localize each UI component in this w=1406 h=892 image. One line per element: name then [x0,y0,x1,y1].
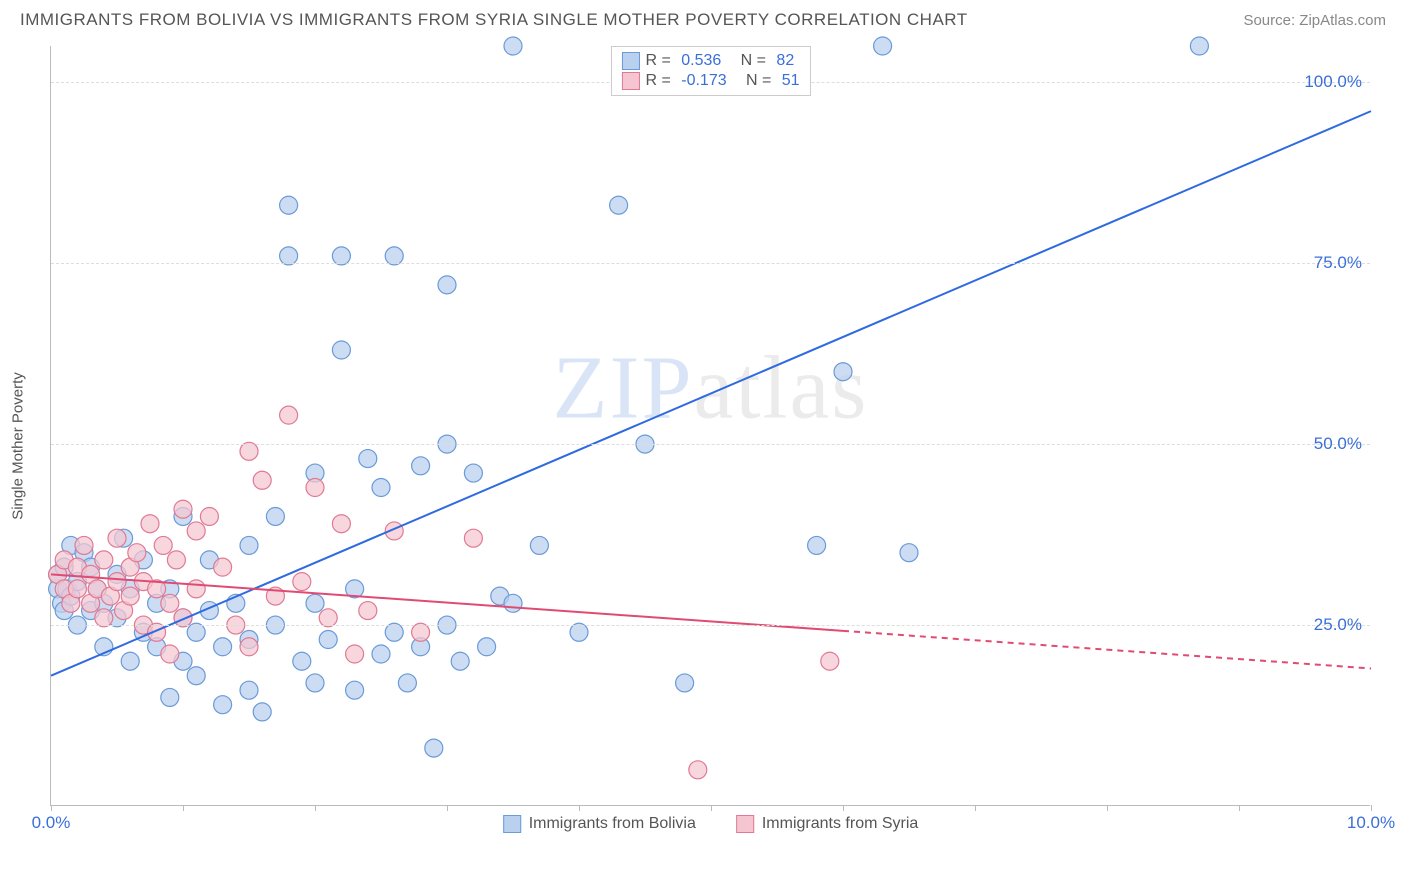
trend-line-dashed [843,631,1371,669]
legend-swatch [736,815,754,833]
n-label: N = [727,52,770,70]
y-tick-label: 50.0% [1314,434,1362,454]
gridline [51,263,1370,264]
gridline [51,444,1370,445]
gridline [51,625,1370,626]
x-tick [51,805,52,811]
series-name: Immigrants from Syria [762,815,918,833]
x-tick [711,805,712,811]
x-tick [1239,805,1240,811]
r-value: -0.173 [681,72,726,90]
n-value: 51 [782,72,800,90]
y-tick-label: 75.0% [1314,253,1362,273]
trend-layer [51,46,1370,805]
trend-line [51,111,1371,676]
x-tick [1371,805,1372,811]
n-label: N = [733,72,776,90]
y-tick-label: 100.0% [1304,72,1362,92]
series-legend-item: Immigrants from Syria [736,815,918,833]
y-axis-label: Single Mother Poverty [10,372,27,520]
series-legend: Immigrants from Bolivia Immigrants from S… [503,815,919,833]
x-tick [975,805,976,811]
x-tick [315,805,316,811]
x-tick [1107,805,1108,811]
r-label: R = [645,52,675,70]
x-tick-label: 0.0% [32,813,71,833]
legend-swatch [621,72,639,90]
legend-swatch [621,52,639,70]
x-tick [447,805,448,811]
x-tick-label: 10.0% [1347,813,1395,833]
chart-container: Single Mother Poverty ZIPatlas R = 0.536… [0,36,1406,856]
series-name: Immigrants from Bolivia [529,815,696,833]
stats-legend-row: R = 0.536 N = 82 [621,51,799,71]
n-value: 82 [776,52,794,70]
y-tick-label: 25.0% [1314,615,1362,635]
r-value: 0.536 [681,52,721,70]
x-tick [183,805,184,811]
r-label: R = [645,72,675,90]
stats-legend: R = 0.536 N = 82R = -0.173 N = 51 [610,46,810,96]
series-legend-item: Immigrants from Bolivia [503,815,696,833]
legend-swatch [503,815,521,833]
chart-title: IMMIGRANTS FROM BOLIVIA VS IMMIGRANTS FR… [20,10,968,30]
source-label: Source: ZipAtlas.com [1243,12,1386,29]
plot-area: ZIPatlas R = 0.536 N = 82R = -0.173 N = … [50,46,1370,806]
stats-legend-row: R = -0.173 N = 51 [621,71,799,91]
trend-line [51,574,843,630]
x-tick [843,805,844,811]
x-tick [579,805,580,811]
